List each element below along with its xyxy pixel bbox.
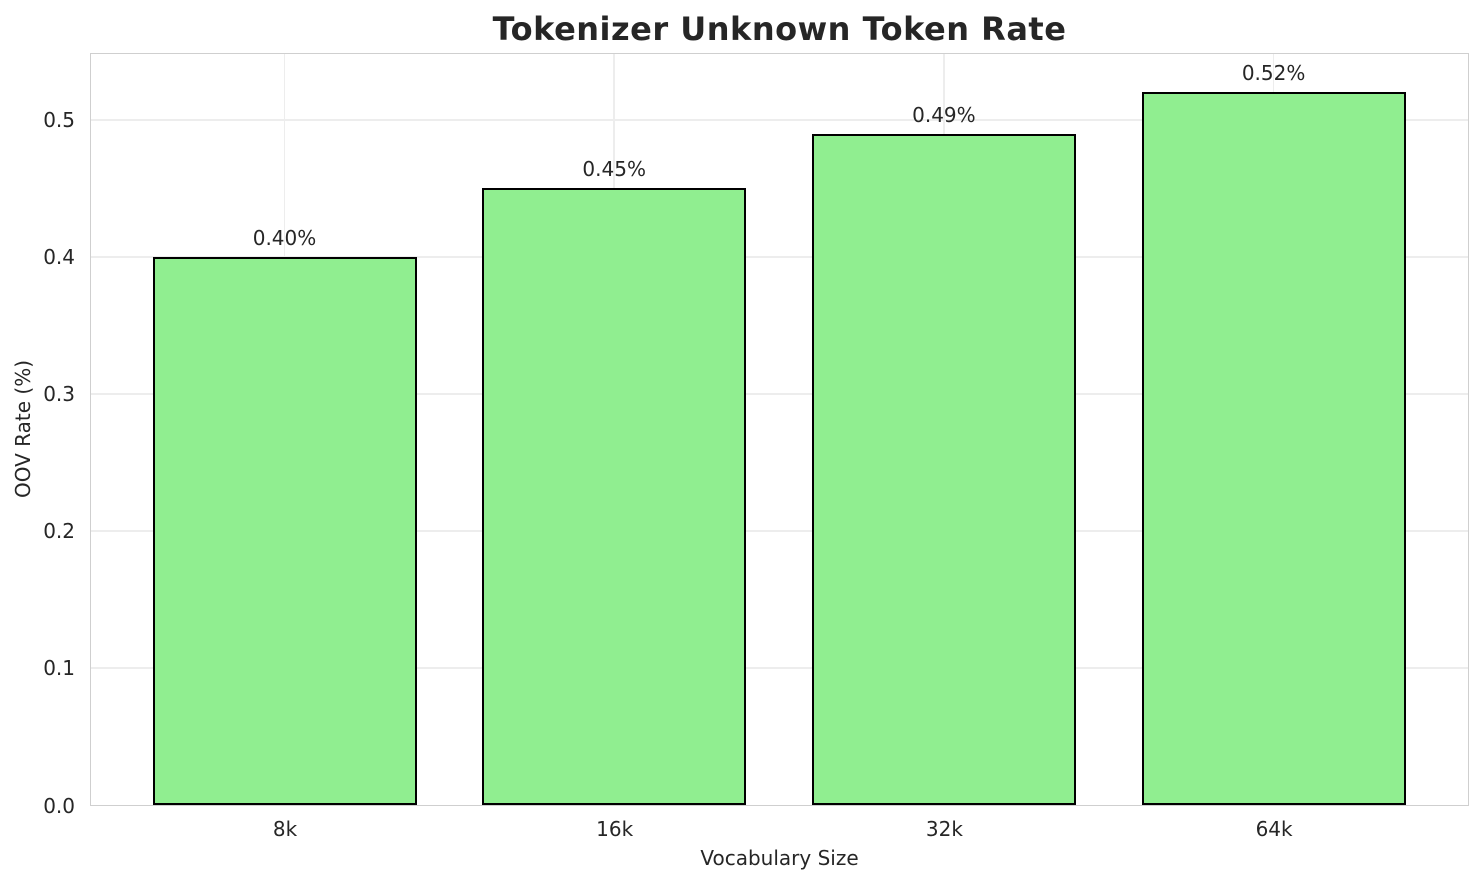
bar-value-label: 0.49% bbox=[912, 102, 976, 127]
x-tick-label: 64k bbox=[1255, 817, 1293, 841]
y-axis-label: OOV Rate (%) bbox=[11, 360, 35, 498]
bar bbox=[152, 256, 417, 805]
bar bbox=[1141, 92, 1406, 805]
bar-value-label: 0.45% bbox=[582, 157, 646, 182]
plot-area: 0.40% 0.45% 0.49% 0.52% bbox=[90, 53, 1469, 806]
bar-value-label: 0.52% bbox=[1241, 61, 1306, 86]
bar bbox=[811, 133, 1076, 805]
h-gridline bbox=[91, 256, 1468, 258]
y-tick-label: 0.5 bbox=[43, 108, 75, 133]
x-tick-label: 16k bbox=[596, 817, 634, 841]
x-tick-label: 8k bbox=[272, 817, 298, 841]
y-tick-label: 0.4 bbox=[43, 245, 75, 270]
x-axis-label: Vocabulary Size bbox=[700, 846, 859, 870]
h-gridline bbox=[91, 667, 1468, 669]
h-gridline bbox=[91, 530, 1468, 532]
y-tick-label: 0.3 bbox=[43, 382, 75, 407]
bar bbox=[482, 188, 747, 805]
y-tick-label: 0.0 bbox=[43, 793, 75, 818]
h-gridline bbox=[91, 393, 1468, 395]
x-tick-label: 32k bbox=[925, 817, 963, 841]
chart-title: Tokenizer Unknown Token Rate bbox=[492, 10, 1067, 48]
h-gridline bbox=[91, 119, 1468, 121]
y-tick-label: 0.2 bbox=[43, 519, 75, 544]
y-tick-label: 0.1 bbox=[43, 656, 75, 681]
bar-value-label: 0.40% bbox=[252, 225, 317, 250]
